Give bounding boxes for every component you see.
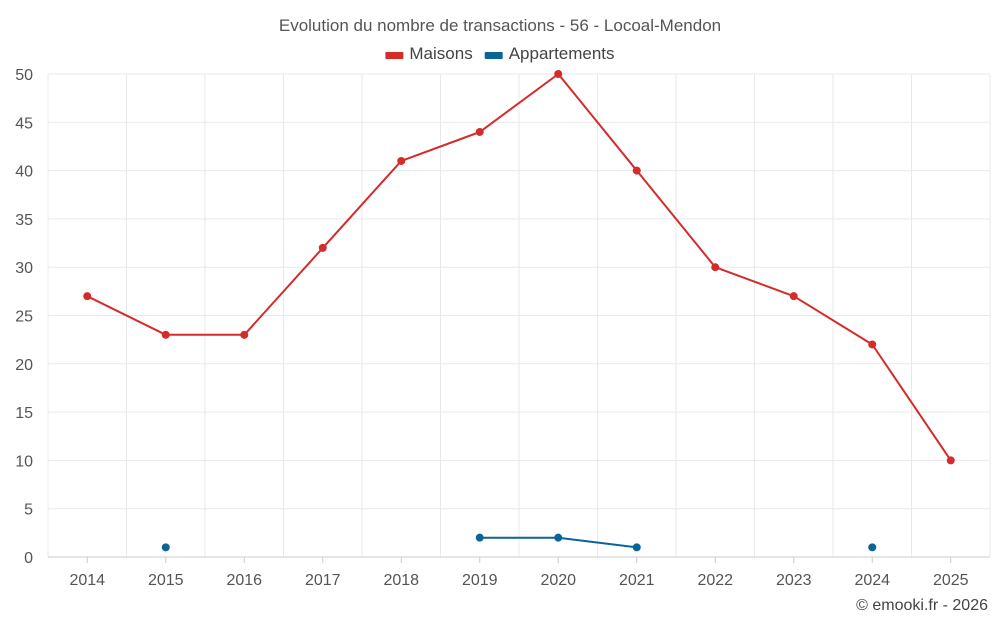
y-tick-label: 35 <box>15 212 33 229</box>
legend-swatch <box>385 52 404 59</box>
data-point-maisons: Maisons 2016: 23 <box>240 330 249 339</box>
legend-label: Maisons <box>409 44 472 63</box>
x-axis: 2014 2015 2016 2017 2018 2019 2020 2021 2022 2023… <box>69 557 969 589</box>
y-tick-label: 25 <box>15 309 33 326</box>
y-tick-label: 30 <box>15 260 33 277</box>
x-tick-label: 2018 <box>383 572 419 589</box>
data-point-appartements: Appartements 2021: 1 <box>632 543 641 552</box>
x-tick-label: 2016 <box>226 572 262 589</box>
data-point-appartements: Appartements 2024: 1 <box>868 543 877 552</box>
data-point-maisons: Maisons 2020: 50 <box>554 70 563 78</box>
x-tick-label: 2022 <box>697 572 733 589</box>
data-point-maisons: Maisons 2025: 10 <box>946 456 955 465</box>
data-point-maisons: Maisons 2024: 22 <box>868 340 877 349</box>
x-tick-label: 2021 <box>619 572 655 589</box>
y-tick-label: 20 <box>15 357 33 374</box>
y-axis: 0 5 10 15 20 25 30 35 40 45 50 <box>15 67 33 567</box>
series-layer: Maisons 2014: 27 Maisons 2015: 23 Maisons … <box>83 70 955 552</box>
y-tick-label: 0 <box>24 550 33 567</box>
data-point-appartements: Appartements 2015: 1 <box>161 543 170 552</box>
x-tick-label: 2015 <box>148 572 184 589</box>
y-tick-label: 50 <box>15 67 33 84</box>
legend-swatch <box>484 52 503 59</box>
x-tick-label: 2024 <box>854 572 890 589</box>
y-tick-label: 5 <box>24 502 33 519</box>
x-tick-label: 2014 <box>69 572 105 589</box>
data-point-maisons: Maisons 2014: 27 <box>83 292 92 301</box>
data-point-maisons: Maisons 2019: 44 <box>475 127 484 136</box>
data-point-maisons: Maisons 2022: 30 <box>711 263 720 272</box>
y-tick-label: 45 <box>15 115 33 132</box>
y-tick-label: 10 <box>15 453 33 470</box>
series-appartements: Appartements 2015: 1 Appartements 2019: 2… <box>161 533 877 552</box>
grid <box>47 73 991 558</box>
y-tick-label: 40 <box>15 164 33 181</box>
data-point-maisons: Maisons 2015: 23 <box>161 330 170 339</box>
series-line-maisons <box>86 73 952 461</box>
y-tick-label: 15 <box>15 405 33 422</box>
x-tick-label: 2020 <box>540 572 576 589</box>
legend-item-maisons: Maisons <box>385 44 473 63</box>
x-tick-label: 2023 <box>776 572 812 589</box>
data-point-maisons: Maisons 2017: 32 <box>318 243 327 252</box>
data-point-maisons: Maisons 2021: 40 <box>632 166 641 175</box>
series-maisons: Maisons 2014: 27 Maisons 2015: 23 Maisons … <box>83 70 955 465</box>
chart-title: Evolution du nombre de transactions - 56… <box>279 16 721 35</box>
legend-item-appartements: Appartements <box>484 44 615 63</box>
legend-label: Appartements <box>509 44 615 63</box>
x-tick-label: 2017 <box>305 572 341 589</box>
data-point-appartements: Appartements 2020: 2 <box>554 533 563 542</box>
data-point-maisons: Maisons 2018: 41 <box>397 156 406 165</box>
x-tick-label: 2019 <box>462 572 498 589</box>
x-tick-label: 2025 <box>933 572 969 589</box>
credit-text: © emooki.fr - 2026 <box>856 597 988 614</box>
legend: Maisons Appartements <box>385 44 615 63</box>
data-point-appartements: Appartements 2019: 2 <box>475 533 484 542</box>
data-point-maisons: Maisons 2023: 27 <box>789 292 798 301</box>
